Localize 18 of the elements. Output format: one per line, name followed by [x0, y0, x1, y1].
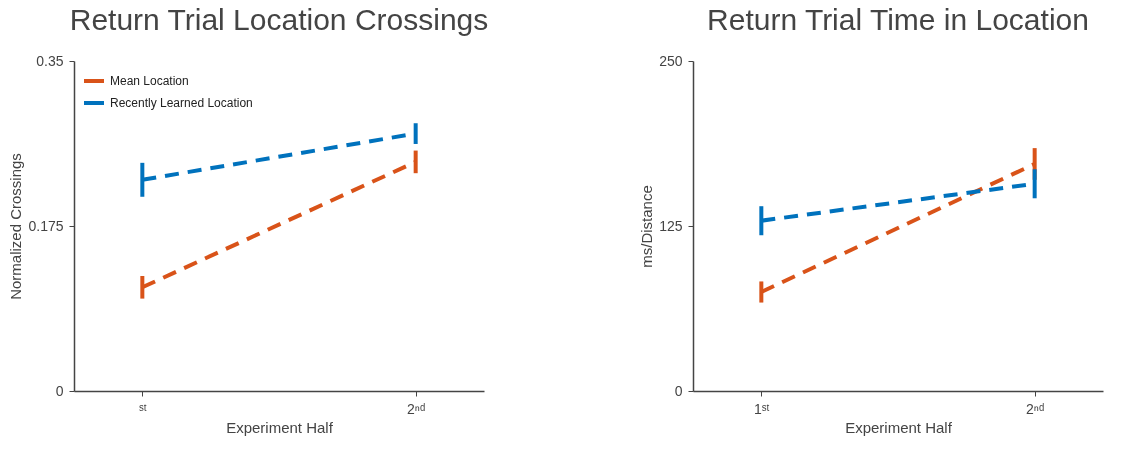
chart-title: Return Trial Time in Location — [707, 3, 1089, 36]
y-tick-label: 0.35 — [36, 52, 64, 69]
y-axis-title: ms/Distance — [638, 185, 656, 268]
y-axis-title: Normalized Crossings — [7, 153, 25, 300]
legend-label: Mean Location — [110, 74, 189, 88]
y-tick-label: 0 — [674, 382, 683, 399]
legend-label: Recently Learned Location — [110, 96, 253, 110]
x-tick-label: 1ˢᵗ — [754, 400, 770, 417]
y-tick-label: 0.175 — [28, 217, 64, 234]
x-axis-title: Experiment Half — [845, 418, 953, 436]
y-tick-label: 250 — [659, 52, 683, 69]
y-tick-label: 0 — [55, 382, 64, 399]
x-tick-label: 2ⁿᵈ — [1026, 400, 1045, 417]
chart-title: Return Trial Location Crossings — [69, 3, 489, 36]
x-tick-label: ˢᵗ — [138, 400, 147, 417]
y-tick-label: 125 — [659, 217, 683, 234]
x-axis-title: Experiment Half — [226, 418, 334, 436]
x-tick-label: 2ⁿᵈ — [407, 400, 426, 417]
